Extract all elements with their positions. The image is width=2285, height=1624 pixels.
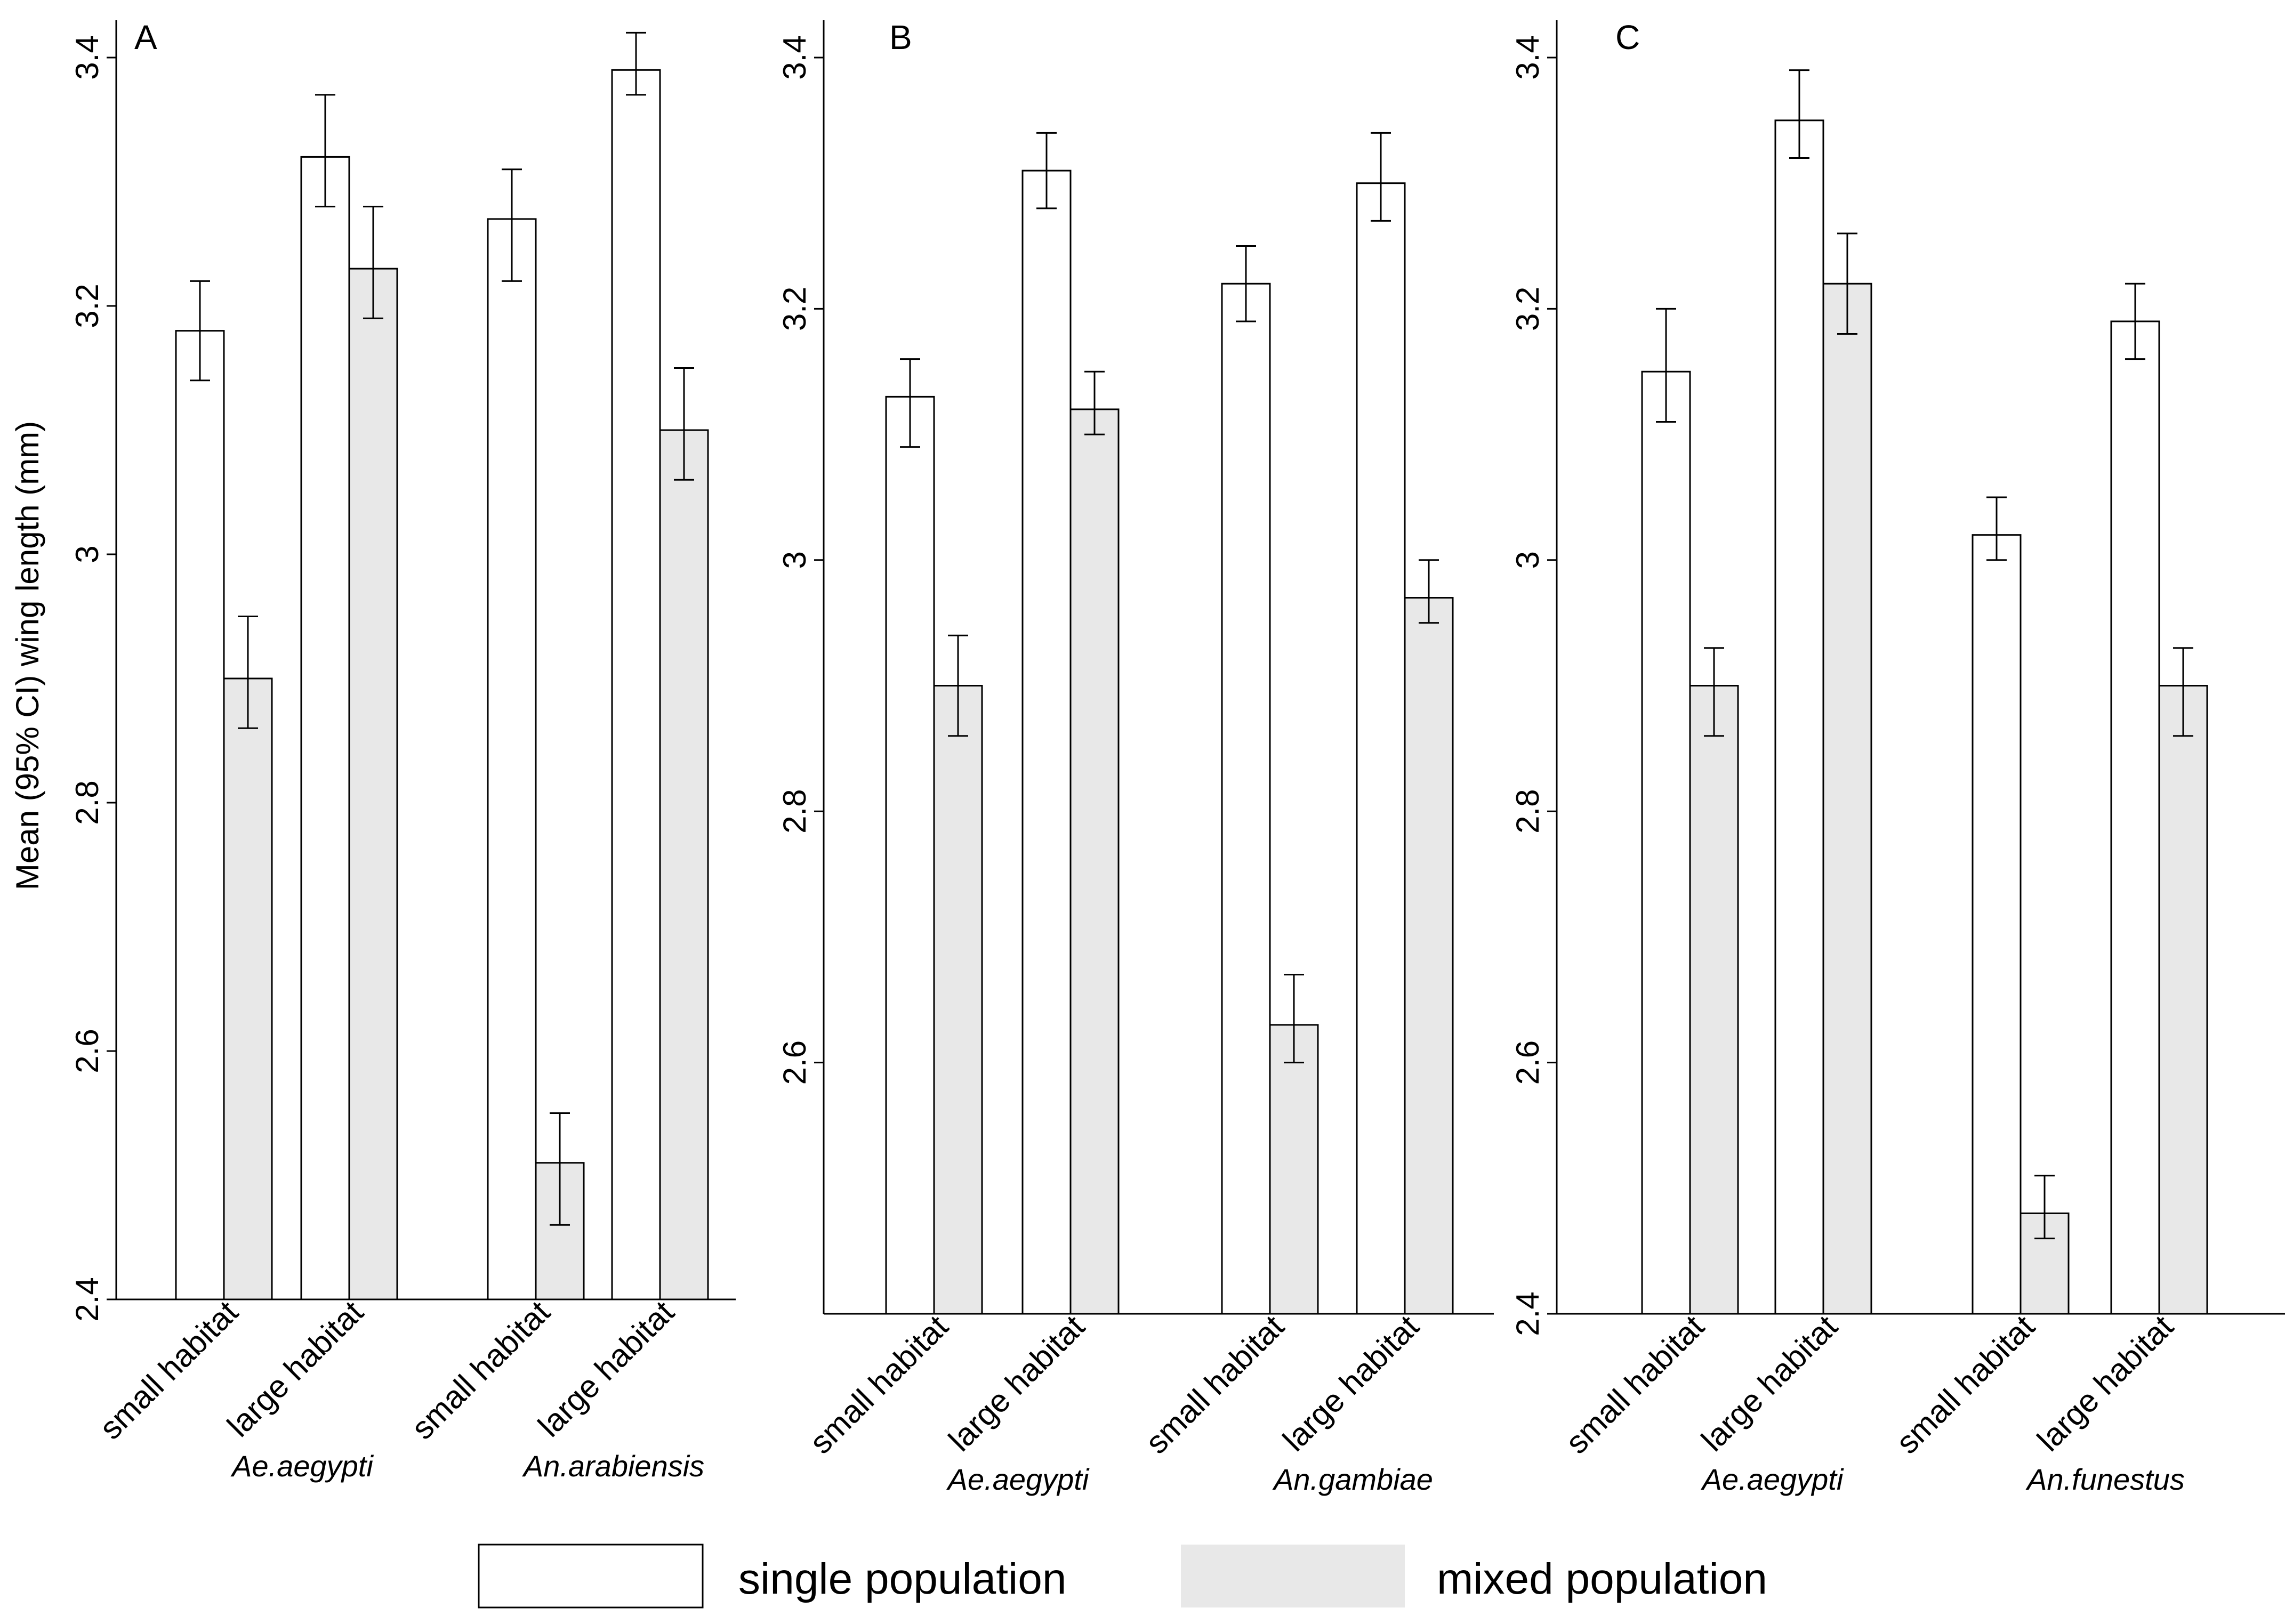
y-tick-label: 2.8 — [1510, 789, 1546, 833]
y-tick-label: 3.2 — [777, 287, 812, 331]
single-bar — [1021, 169, 1072, 1315]
category-label: large habitat — [1694, 1308, 1844, 1458]
category-label: large habitat — [1276, 1308, 1426, 1458]
single-bar — [2110, 320, 2160, 1315]
y-tick-label: 2.6 — [777, 1040, 812, 1085]
y-tick-label: 3.4 — [69, 35, 105, 79]
y-tick-label: 2.8 — [69, 780, 105, 825]
category-label: small habitat — [803, 1308, 955, 1461]
y-axis-title: Mean (95% CI) wing length (mm) — [10, 421, 45, 890]
mixed-bar — [1404, 597, 1454, 1315]
legend-label-single: single population — [738, 1555, 1066, 1603]
legend-swatch-mixed — [1181, 1545, 1405, 1607]
category-label: small habitat — [93, 1294, 245, 1447]
category-label: small habitat — [1139, 1308, 1291, 1461]
single-bar — [1221, 282, 1271, 1315]
single-bar — [1641, 370, 1691, 1315]
y-tick-label: 2.6 — [1510, 1040, 1546, 1085]
category-label: small habitat — [405, 1294, 557, 1447]
mixed-bar — [1269, 1024, 1319, 1315]
mixed-bar — [1069, 408, 1120, 1315]
mixed-bar — [2158, 685, 2208, 1315]
y-tick-label: 3 — [777, 551, 812, 569]
mixed-bar — [933, 685, 983, 1315]
mixed-bar — [1689, 685, 1739, 1315]
y-tick-label: 2.4 — [69, 1277, 105, 1321]
y-tick-label: 3.2 — [69, 284, 105, 328]
category-label: small habitat — [1889, 1308, 2042, 1461]
panel-letter: B — [889, 18, 912, 56]
y-tick-label: 3 — [69, 545, 105, 563]
single-bar — [1972, 534, 2022, 1315]
y-tick-label: 2.4 — [1510, 1291, 1546, 1336]
single-bar — [300, 156, 350, 1300]
species-label: Ae.aegypti — [230, 1449, 374, 1483]
y-tick-label: 3 — [1510, 551, 1546, 569]
single-bar — [611, 69, 661, 1300]
legend-swatch-single — [478, 1544, 704, 1609]
single-bar — [175, 330, 225, 1300]
panel-letter: A — [134, 18, 157, 56]
category-label: large habitat — [2030, 1308, 2180, 1458]
single-bar — [885, 395, 935, 1315]
mixed-bar — [659, 429, 709, 1300]
mixed-bar — [223, 677, 273, 1300]
y-tick-label: 3.4 — [777, 35, 812, 79]
single-bar — [487, 218, 537, 1300]
species-label: Ae.aegypti — [946, 1463, 1090, 1496]
legend-label-mixed: mixed population — [1437, 1555, 1767, 1603]
category-label: large habitat — [220, 1294, 370, 1444]
mixed-bar — [1822, 282, 1872, 1315]
y-tick-label: 3.4 — [1510, 35, 1546, 79]
y-tick-label: 2.6 — [69, 1029, 105, 1073]
species-label: Ae.aegypti — [1701, 1463, 1844, 1496]
species-label: An.arabiensis — [522, 1449, 704, 1483]
single-bar — [1774, 119, 1824, 1315]
y-tick-label: 3.2 — [1510, 287, 1546, 331]
panel-letter: C — [1615, 18, 1640, 56]
mixed-bar — [348, 268, 398, 1300]
single-bar — [1356, 182, 1406, 1315]
species-label: An.gambiae — [1272, 1463, 1433, 1496]
species-label: An.funestus — [2025, 1463, 2185, 1496]
category-label: large habitat — [942, 1308, 1091, 1458]
category-label: small habitat — [1559, 1308, 1711, 1461]
y-tick-label: 2.8 — [777, 789, 812, 833]
